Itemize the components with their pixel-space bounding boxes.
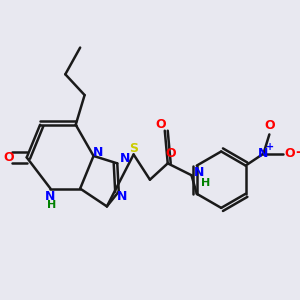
- Text: N: N: [45, 190, 56, 202]
- Text: N: N: [194, 166, 204, 179]
- Text: O: O: [4, 151, 14, 164]
- Text: O: O: [264, 119, 275, 132]
- Text: N: N: [119, 152, 130, 165]
- Text: N: N: [93, 146, 103, 160]
- Text: -: -: [295, 145, 300, 159]
- Text: H: H: [47, 200, 57, 210]
- Text: H: H: [201, 178, 210, 188]
- Text: O: O: [165, 147, 176, 161]
- Text: N: N: [258, 147, 268, 160]
- Text: O: O: [285, 147, 296, 160]
- Text: +: +: [266, 142, 274, 152]
- Text: S: S: [129, 142, 138, 155]
- Text: O: O: [155, 118, 166, 131]
- Text: N: N: [116, 190, 127, 202]
